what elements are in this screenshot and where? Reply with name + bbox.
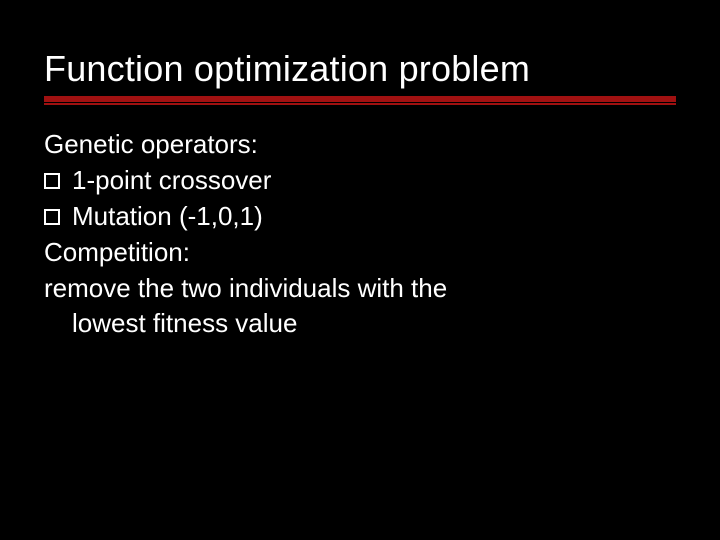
body-line: remove the two individuals with the [44,271,676,307]
square-bullet-icon [44,173,60,189]
title-rule-thick [44,96,676,102]
slide-title: Function optimization problem [44,48,676,90]
body-line-indent: lowest fitness value [44,306,676,342]
title-rule-thin [44,103,676,105]
square-bullet-icon [44,209,60,225]
bullet-item: 1-point crossover [44,163,676,199]
bullet-item: Mutation (-1,0,1) [44,199,676,235]
body-line: Genetic operators: [44,127,676,163]
bullet-text: 1-point crossover [72,163,676,199]
slide-body: Genetic operators: 1-point crossover Mut… [44,127,676,342]
bullet-text: Mutation (-1,0,1) [72,199,676,235]
body-line: Competition: [44,235,676,271]
slide: Function optimization problem Genetic op… [0,0,720,540]
